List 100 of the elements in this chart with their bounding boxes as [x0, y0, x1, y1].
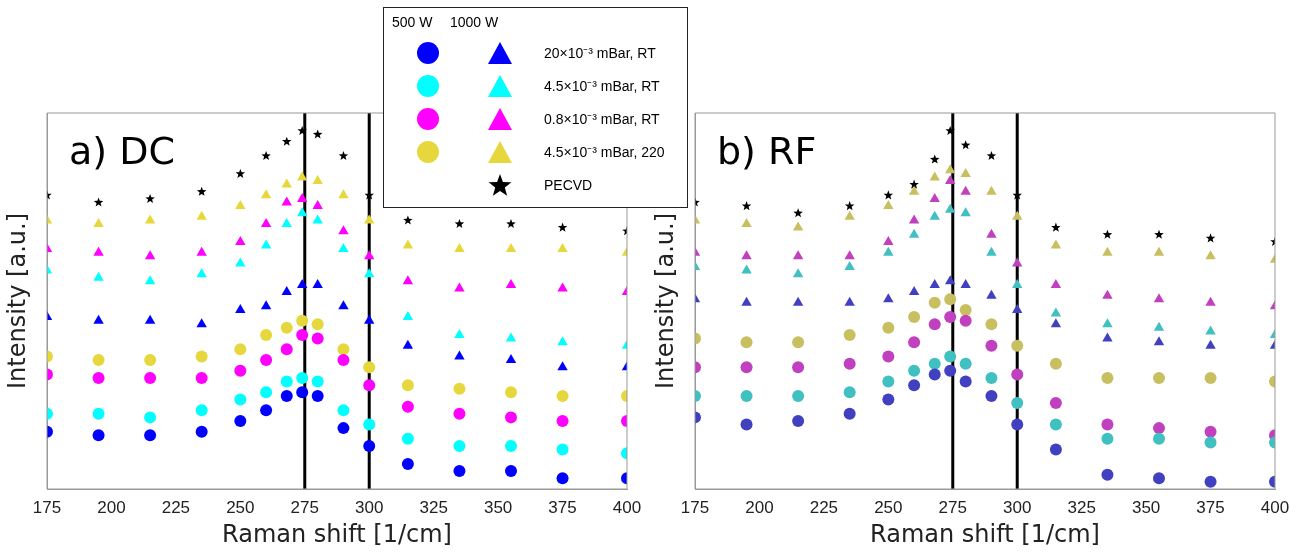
point: [401, 400, 414, 413]
point: [281, 178, 292, 188]
point: [960, 140, 971, 150]
point: [1154, 229, 1164, 239]
point: [505, 440, 517, 453]
text: 500 W: [392, 14, 434, 32]
point: [960, 167, 971, 177]
point: [986, 246, 997, 256]
point: [908, 228, 920, 238]
point: [792, 221, 804, 231]
point: [844, 201, 855, 211]
point: [929, 278, 940, 288]
point: [93, 271, 104, 281]
point: [234, 364, 247, 377]
point: [401, 457, 414, 470]
x-tick-label: 375: [548, 497, 577, 517]
point: [1153, 336, 1165, 346]
point: [959, 375, 972, 388]
point: [792, 268, 804, 278]
point: [280, 375, 293, 388]
point: [792, 336, 805, 349]
point: [234, 343, 247, 356]
point: [1012, 210, 1023, 220]
point: [195, 425, 208, 438]
point: [1011, 339, 1024, 352]
point: [260, 300, 272, 310]
point: [235, 235, 246, 245]
point: [260, 354, 273, 367]
point: [281, 196, 292, 206]
point: [311, 332, 324, 345]
point: [1102, 229, 1113, 239]
point: [280, 321, 293, 334]
point: [1101, 432, 1114, 445]
point: [792, 389, 805, 402]
point: [312, 200, 323, 210]
point: [144, 371, 157, 384]
point: [960, 278, 971, 288]
point: [1049, 397, 1062, 410]
point: [1204, 425, 1217, 438]
text: 1000 W: [450, 14, 500, 32]
point: [986, 185, 997, 195]
point: [908, 311, 921, 324]
point: [741, 250, 752, 260]
point: [945, 175, 956, 185]
point: [882, 393, 895, 406]
x-tick-label: 300: [1003, 497, 1032, 517]
point: [556, 389, 569, 402]
point: [557, 222, 568, 232]
point: [1050, 318, 1062, 328]
point: [195, 350, 208, 363]
x-tick-label: 400: [612, 497, 642, 517]
point: [296, 386, 309, 399]
point: [844, 210, 855, 220]
point: [297, 278, 308, 288]
point: [1153, 472, 1165, 485]
point: [883, 246, 894, 256]
x-tick-label: 200: [97, 497, 126, 517]
point: [92, 429, 105, 442]
point: [196, 186, 207, 196]
point: [363, 379, 376, 392]
point: [1153, 246, 1165, 256]
point: [741, 218, 752, 228]
point: [928, 357, 941, 370]
point: [454, 350, 465, 360]
point: [945, 275, 956, 285]
point: [261, 150, 271, 161]
point: [985, 318, 998, 331]
point: [1102, 246, 1113, 256]
point: [311, 389, 324, 402]
point: [986, 150, 997, 161]
point: [311, 375, 324, 388]
point: [260, 404, 273, 417]
point: [363, 361, 376, 374]
point: [281, 286, 292, 296]
y-axis-title: Intensity [a.u.]: [2, 213, 31, 389]
point: [960, 207, 971, 217]
point: [1205, 296, 1216, 306]
point: [338, 300, 349, 310]
point: [741, 264, 752, 274]
x-tick-label: 250: [226, 497, 255, 517]
point: [505, 386, 517, 399]
point: [144, 214, 156, 224]
y-axis-title: Intensity [a.u.]: [650, 213, 679, 389]
point: [944, 293, 957, 306]
point: [453, 407, 466, 420]
point: [1011, 397, 1024, 410]
point: [556, 443, 569, 456]
point: [741, 201, 752, 211]
x-tick-label: 400: [1260, 497, 1290, 517]
point: [557, 336, 568, 346]
x-tick-label: 325: [419, 497, 448, 517]
point: [144, 314, 156, 324]
point: [453, 465, 466, 478]
point: [144, 411, 157, 424]
point: [280, 389, 293, 402]
point: [882, 375, 895, 388]
point: [740, 336, 753, 349]
point: [792, 361, 805, 374]
point: [1101, 371, 1114, 384]
point: [1102, 332, 1113, 342]
